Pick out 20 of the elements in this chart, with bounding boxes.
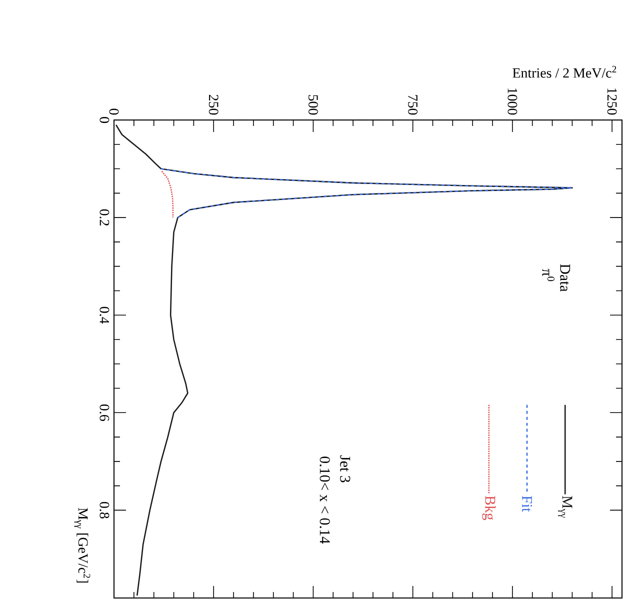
y-axis-title: M$_{γγ}$ [GeV/c$^{2}$] — [74, 508, 90, 583]
annotation: 0.10< x < 0.14 — [320, 456, 330, 544]
y-tick-label: 0.4 — [100, 306, 110, 324]
x-tick-label: 500 — [308, 95, 318, 115]
x-tick-label: 750 — [408, 95, 418, 115]
annotation: Jet 3 — [340, 455, 350, 482]
y-tick-label: 0 — [100, 117, 110, 123]
x-axis-title: Entries / 2 MeV/c$^{2}$ — [512, 66, 616, 78]
text: Fit — [522, 496, 532, 512]
y-tick-label: 0.8 — [100, 502, 110, 518]
x-tick-label: 1000 — [508, 88, 518, 115]
y-tick-label: 0.6 — [100, 404, 110, 421]
text: Bkg — [482, 496, 496, 520]
x-tick-label: 1250 — [607, 88, 617, 115]
text: M$_{γγ}$ — [558, 496, 572, 518]
x-tick-label: 250 — [208, 94, 218, 115]
x-tick-label: 0 — [109, 108, 119, 115]
annotation: π$^{0}$ — [542, 268, 554, 282]
y-tick-label: 0.2 — [100, 209, 110, 226]
annotation: Data — [560, 264, 570, 292]
